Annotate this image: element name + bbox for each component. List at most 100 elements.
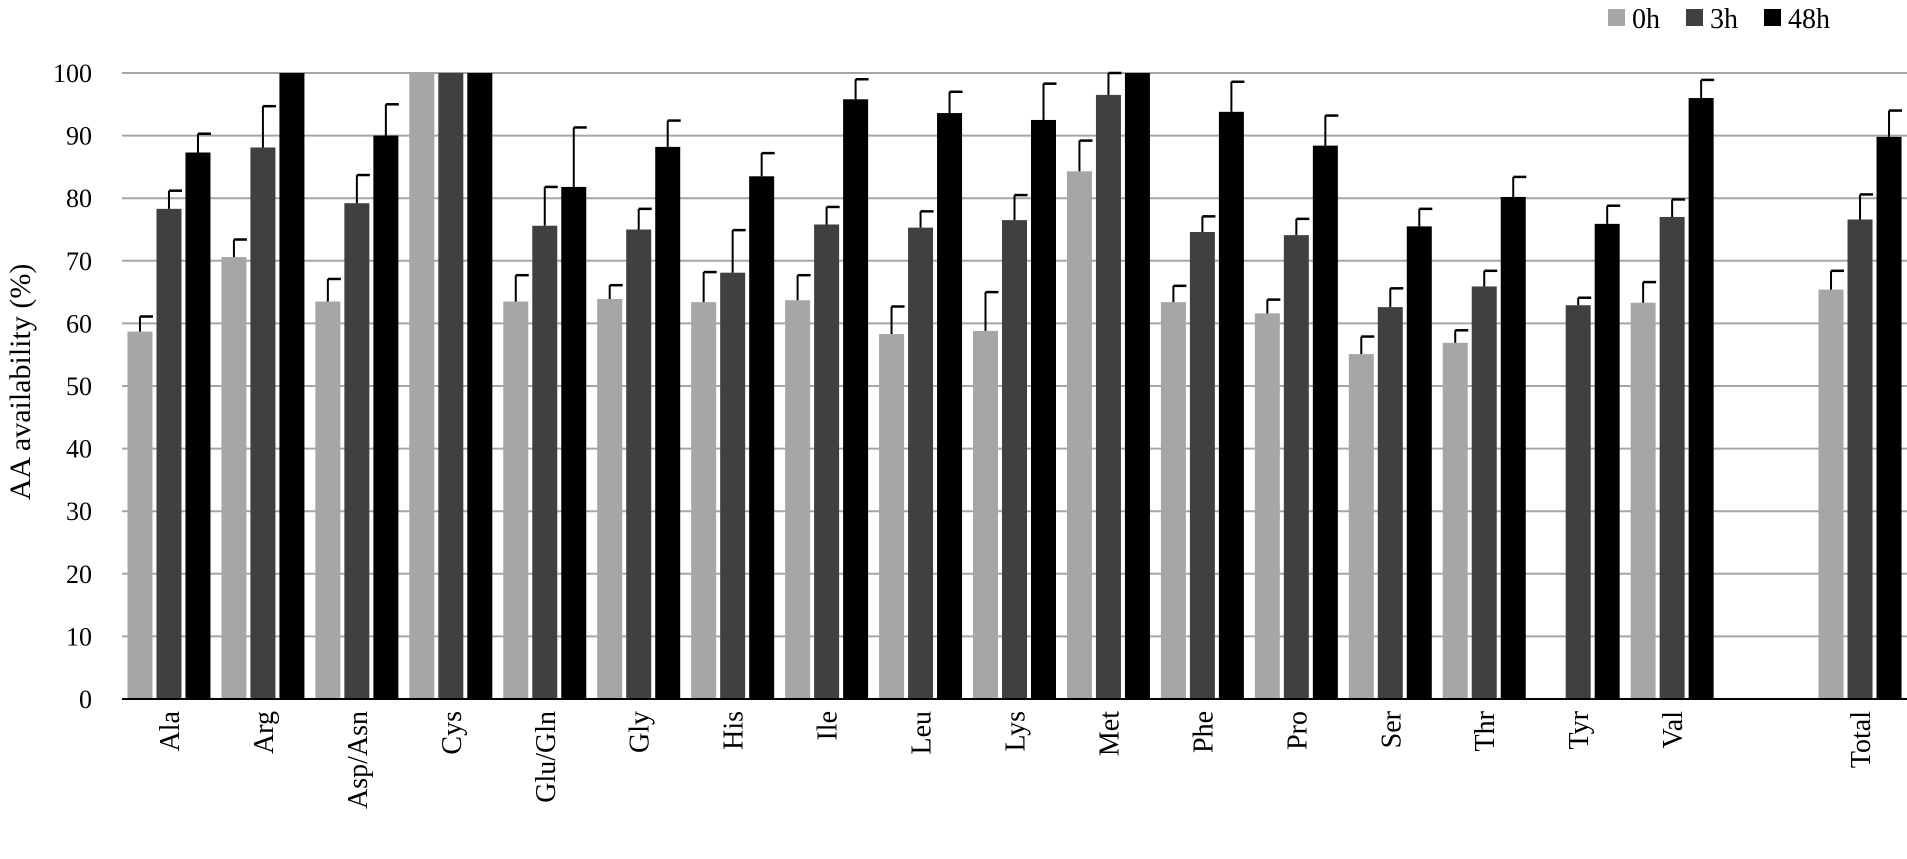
bar-0h-met xyxy=(1066,171,1092,700)
bar-3h-leu xyxy=(908,227,934,699)
x-tick-label-val: Val xyxy=(1658,711,1689,749)
x-tick-label-phe: Phe xyxy=(1188,711,1219,753)
error-bar-3h-pro xyxy=(1295,217,1310,236)
y-tick-label-90: 90 xyxy=(66,122,92,151)
axes: 0 10 20 30 40 50 60 70 80 90 100 Ala Arg Asp/Asn Cys Gl… xyxy=(53,59,1907,809)
legend-item-48h: 48h xyxy=(1764,4,1830,35)
bar-3h-ala xyxy=(156,208,182,700)
x-tick-label-glu-gln: Glu/Gln xyxy=(531,711,562,803)
x-tick-label-lys: Lys xyxy=(1001,711,1032,751)
x-tick-label-cys: Cys xyxy=(437,711,468,755)
x-tick-label-arg: Arg xyxy=(249,711,280,754)
y-axis-title: AA availability (%) xyxy=(4,264,37,501)
bar-3h-tyr xyxy=(1565,305,1591,699)
bar-3h-asp-asn xyxy=(344,203,370,699)
legend-label-0h: 0h xyxy=(1632,4,1660,35)
error-bar-0h-met xyxy=(1078,139,1093,172)
error-bar-48h-ala xyxy=(196,132,211,153)
bar-0h-leu xyxy=(879,334,905,699)
error-bar-3h-lys xyxy=(1013,193,1028,221)
bar-48h-leu xyxy=(937,113,963,699)
bar-3h-thr xyxy=(1471,286,1497,699)
error-bar-3h-asp-asn xyxy=(355,173,370,204)
error-bar-48h-his xyxy=(760,151,775,177)
bar-0h-lys xyxy=(973,330,998,699)
bar-0h-ala xyxy=(127,331,153,699)
legend-swatch-48h xyxy=(1764,9,1781,26)
x-tick-label-met: Met xyxy=(1094,711,1125,756)
error-bar-48h-ser xyxy=(1418,207,1433,227)
bar-0h-his xyxy=(691,302,717,699)
bar-0h-glu-gln xyxy=(503,301,529,699)
error-bar-48h-phe xyxy=(1230,80,1245,112)
error-bar-0h-leu xyxy=(890,305,905,335)
bar-0h-val xyxy=(1630,302,1656,699)
y-tick-label-50: 50 xyxy=(66,372,92,401)
bar-48h-gly xyxy=(655,146,681,700)
legend: 0h 3h 48h xyxy=(1608,4,1830,35)
bar-0h-phe xyxy=(1160,302,1186,699)
x-tick-label-ile: Ile xyxy=(813,711,844,741)
bar-48h-ile xyxy=(843,99,869,700)
error-bar-0h-asp-asn xyxy=(326,277,341,302)
bar-3h-gly xyxy=(626,229,652,699)
bar-3h-cys xyxy=(438,73,464,699)
bar-3h-lys xyxy=(1002,220,1027,700)
bar-48h-his xyxy=(749,176,775,700)
error-bar-3h-gly xyxy=(637,207,652,230)
error-bar-3h-thr xyxy=(1483,269,1498,287)
bar-0h-ile xyxy=(785,300,811,699)
bar-0h-ser xyxy=(1348,354,1374,699)
bar-3h-met xyxy=(1095,94,1121,699)
bar-0h-pro xyxy=(1254,313,1280,699)
y-tick-label-100: 100 xyxy=(53,59,92,88)
error-bar-48h-thr xyxy=(1512,175,1527,197)
legend-swatch-3h xyxy=(1686,9,1703,26)
y-tick-label-30: 30 xyxy=(66,497,92,526)
error-bar-48h-pro xyxy=(1324,114,1339,146)
bar-48h-pro xyxy=(1312,145,1338,700)
bar-0h-arg xyxy=(221,257,247,699)
error-bar-3h-val xyxy=(1671,198,1686,217)
bar-48h-met xyxy=(1124,73,1150,699)
error-bar-0h-pro xyxy=(1266,298,1281,314)
bar-48h-val xyxy=(1688,98,1714,700)
error-bar-0h-his xyxy=(702,270,717,303)
error-bar-0h-glu-gln xyxy=(514,273,529,302)
bars xyxy=(127,73,1902,700)
y-tick-label-10: 10 xyxy=(66,622,92,651)
bar-3h-glu-gln xyxy=(532,225,558,699)
x-tick-label-ala: Ala xyxy=(155,710,186,751)
error-bar-0h-val xyxy=(1642,280,1657,303)
error-bar-48h-glu-gln xyxy=(572,126,587,187)
bar-0h-cys xyxy=(409,73,435,699)
bar-3h-pro xyxy=(1283,235,1309,699)
error-bar-3h-glu-gln xyxy=(543,185,558,226)
x-tick-label-his: His xyxy=(719,711,750,750)
error-bar-3h-ser xyxy=(1389,287,1404,308)
error-bar-0h-lys xyxy=(984,290,999,331)
legend-item-3h: 3h xyxy=(1686,4,1738,35)
bar-48h-ala xyxy=(185,152,211,699)
bar-0h-thr xyxy=(1442,342,1468,699)
x-tick-label-pro: Pro xyxy=(1282,711,1313,750)
error-bar-48h-leu xyxy=(948,90,963,114)
bar-48h-total xyxy=(1876,136,1902,700)
error-bar-48h-ile xyxy=(854,78,869,100)
error-bar-3h-phe xyxy=(1201,215,1216,233)
x-tick-label-tyr: Tyr xyxy=(1564,710,1595,749)
bar-3h-phe xyxy=(1189,232,1215,699)
x-tick-label-total: Total xyxy=(1846,711,1877,768)
x-tick-label-ser: Ser xyxy=(1376,710,1407,748)
y-tick-label-70: 70 xyxy=(66,247,92,276)
bar-48h-ser xyxy=(1406,226,1432,699)
error-bar-3h-arg xyxy=(261,104,276,148)
y-tick-label-60: 60 xyxy=(66,309,92,338)
bar-3h-arg xyxy=(250,147,276,699)
x-tick-label-leu: Leu xyxy=(907,711,938,755)
y-tick-label-40: 40 xyxy=(66,435,92,464)
bar-48h-thr xyxy=(1500,196,1526,699)
error-bar-3h-total xyxy=(1859,193,1874,220)
bar-48h-cys xyxy=(467,73,493,699)
